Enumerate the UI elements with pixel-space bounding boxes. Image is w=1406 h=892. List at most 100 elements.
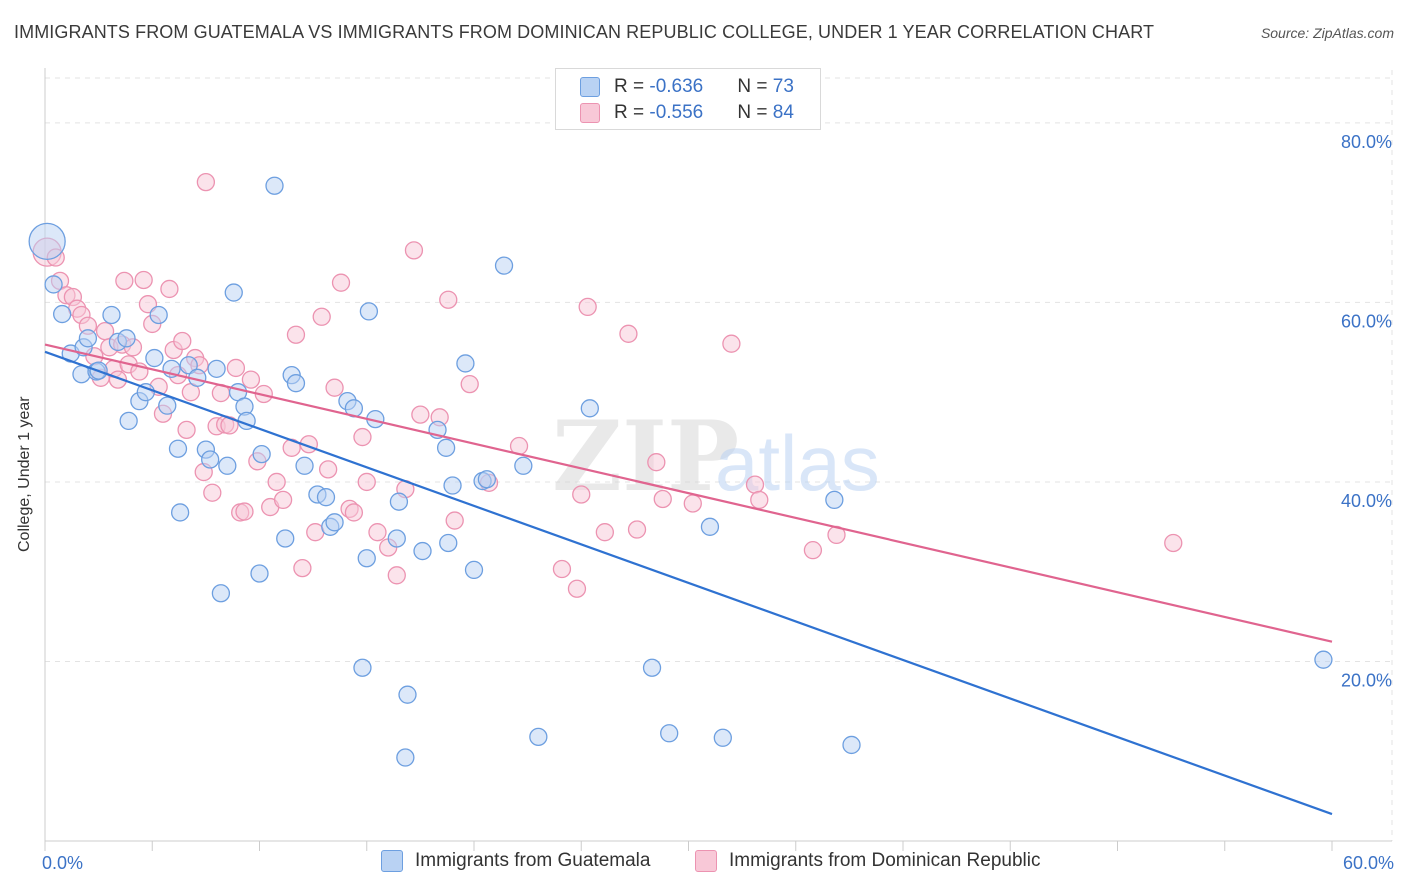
y-axis-label: College, Under 1 year bbox=[16, 396, 33, 552]
dominican-point bbox=[578, 297, 597, 317]
trend-lines bbox=[44, 343, 1333, 816]
guatemala-point bbox=[825, 490, 844, 510]
guatemala-point bbox=[642, 658, 662, 677]
guatemala-point bbox=[201, 450, 220, 469]
series-swatch-blue bbox=[381, 850, 403, 872]
guatemala-point bbox=[218, 456, 237, 475]
series-swatch-pink bbox=[695, 850, 717, 872]
guatemala-point bbox=[396, 748, 415, 767]
chart-title: IMMIGRANTS FROM GUATEMALA VS IMMIGRANTS … bbox=[14, 22, 1155, 42]
dominican-point bbox=[115, 271, 134, 291]
guatemala-point bbox=[316, 488, 336, 507]
legend-swatch-blue bbox=[580, 77, 600, 97]
source-label: Source: ZipAtlas.com bbox=[1260, 25, 1394, 41]
dominican-point bbox=[653, 489, 672, 509]
guatemala-point bbox=[357, 549, 376, 568]
dominican-point bbox=[325, 378, 344, 397]
dominican-point bbox=[138, 295, 158, 314]
guatemala-point bbox=[398, 685, 417, 704]
legend-r-value: -0.556 bbox=[649, 102, 704, 123]
y-tick-label: 60.0% bbox=[1341, 311, 1392, 331]
guatemala-point bbox=[1314, 650, 1333, 669]
guatemala-point bbox=[529, 727, 548, 747]
dominican-point bbox=[203, 483, 222, 502]
guatemala-point bbox=[72, 365, 91, 384]
guatemala-point bbox=[387, 529, 406, 548]
series-guatemala-points bbox=[28, 176, 1333, 767]
guatemala-point bbox=[456, 354, 475, 373]
y-tick-label: 20.0% bbox=[1341, 670, 1392, 690]
guatemala-point bbox=[436, 438, 456, 457]
guatemala-point bbox=[494, 256, 514, 275]
dominican-point bbox=[344, 503, 364, 522]
dominican-point bbox=[226, 358, 246, 378]
guatemala-point bbox=[252, 444, 271, 464]
guatemala-point bbox=[158, 396, 177, 415]
dominican-point bbox=[411, 405, 430, 424]
guatemala-point bbox=[439, 533, 458, 553]
guatemala-point bbox=[464, 560, 484, 580]
guatemala-point bbox=[443, 476, 462, 495]
guatemala-point bbox=[580, 399, 599, 418]
series-legend-label: Immigrants from Dominican Republic bbox=[729, 850, 1041, 871]
dominican-point bbox=[293, 558, 312, 578]
guatemala-point bbox=[477, 470, 497, 489]
guatemala-point bbox=[660, 724, 679, 743]
legend-n-label: N = bbox=[737, 76, 773, 97]
dominican-point bbox=[160, 279, 179, 299]
legend-n-value: 73 bbox=[772, 76, 794, 97]
dominican-point bbox=[241, 370, 261, 389]
dominican-point bbox=[286, 325, 306, 344]
guatemala-point bbox=[170, 503, 190, 522]
correlation-legend: R = -0.636 N = 73 R = -0.556 N = 84 bbox=[555, 68, 821, 130]
dominican-point bbox=[134, 270, 153, 290]
watermark-atlas: atlas bbox=[715, 419, 880, 507]
x-tick-label: 60.0% bbox=[1343, 853, 1394, 873]
guatemala-point bbox=[102, 305, 121, 325]
legend-n-value: 84 bbox=[772, 102, 794, 123]
guatemala-point bbox=[53, 304, 72, 324]
dominican-point bbox=[1164, 533, 1183, 553]
guatemala-point bbox=[325, 513, 344, 532]
guatemala-point bbox=[250, 564, 269, 583]
dominican-point bbox=[567, 579, 587, 598]
dominican-point bbox=[235, 502, 254, 521]
guatemala-point bbox=[78, 329, 98, 348]
dominican-point bbox=[745, 475, 765, 494]
series-legend: Immigrants from Guatemala Immigrants fro… bbox=[0, 850, 1406, 878]
x-tick-label: 0.0% bbox=[42, 853, 83, 873]
dominican-point bbox=[439, 290, 458, 309]
legend-row-dominican: R = -0.556 N = 84 bbox=[580, 102, 794, 124]
guatemala-point bbox=[353, 658, 372, 677]
guatemala-point bbox=[149, 305, 168, 325]
guatemala-point bbox=[28, 222, 66, 261]
dominican-point bbox=[267, 472, 286, 492]
guatemala-point bbox=[168, 439, 188, 458]
dominican-point bbox=[750, 490, 769, 510]
y-tick-label: 80.0% bbox=[1341, 132, 1392, 152]
y-tick-label: 40.0% bbox=[1341, 491, 1392, 511]
dominican-point bbox=[647, 453, 666, 472]
dominican-point bbox=[173, 331, 192, 351]
guatemala-point bbox=[265, 176, 284, 195]
guatemala-point bbox=[295, 456, 314, 475]
legend-n-label: N = bbox=[737, 102, 773, 123]
dominican-point bbox=[353, 427, 372, 447]
dominican-point bbox=[387, 566, 406, 585]
series-dominican-points bbox=[32, 172, 1183, 598]
tick-labels: 20.0% 40.0% 60.0% 80.0% 0.0% 60.0% bbox=[42, 132, 1394, 873]
dominican-point bbox=[460, 374, 479, 394]
legend-r-value: -0.636 bbox=[649, 76, 704, 97]
guatemala-point bbox=[117, 329, 136, 348]
series-legend-label: Immigrants from Guatemala bbox=[415, 850, 651, 871]
guatemala-point bbox=[276, 529, 295, 548]
axes bbox=[44, 68, 1392, 851]
dominican-point bbox=[273, 490, 293, 510]
dominican-point bbox=[627, 520, 647, 539]
guatemala-point bbox=[119, 411, 138, 431]
guatemala-point bbox=[179, 356, 198, 375]
guatemala-point bbox=[713, 728, 732, 747]
legend-r-label: R = bbox=[614, 76, 650, 97]
guatemala-point bbox=[207, 359, 226, 378]
guatemala-point bbox=[413, 541, 432, 561]
